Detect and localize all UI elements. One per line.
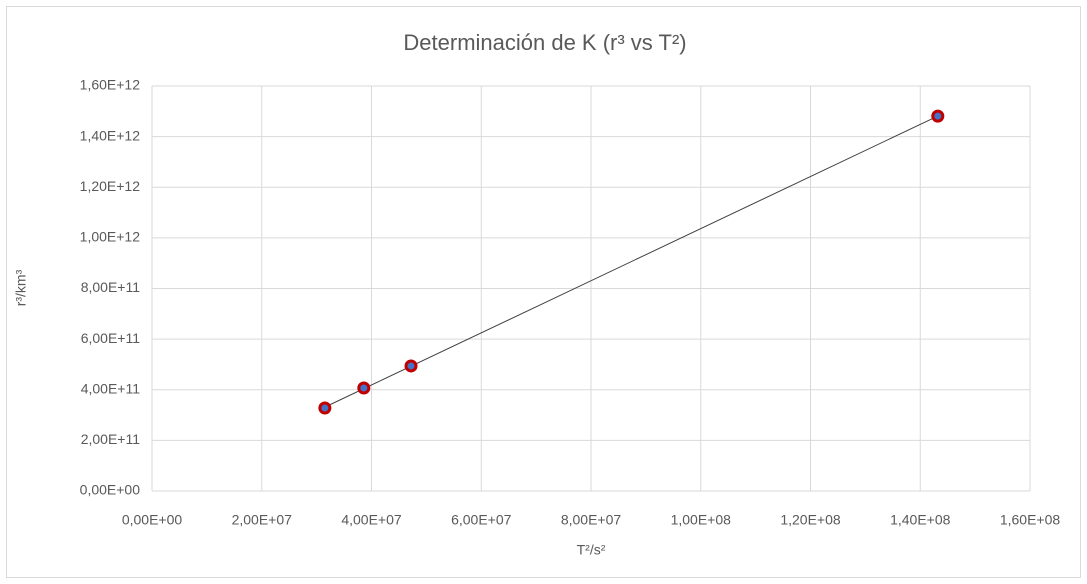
x-tick-label: 2,00E+07 — [232, 512, 293, 528]
y-axis-title: r³/km³ — [13, 269, 29, 306]
y-tick-label: 6,00E+11 — [81, 330, 141, 346]
chart-border — [6, 6, 1081, 578]
y-tick-label: 8,00E+11 — [81, 279, 141, 295]
x-tick-label: 6,00E+07 — [451, 512, 512, 528]
y-tick-label: 1,20E+12 — [80, 178, 141, 194]
data-point — [931, 109, 945, 123]
x-tick-label: 1,40E+08 — [890, 512, 951, 528]
data-point — [357, 381, 371, 395]
x-tick-label: 8,00E+07 — [561, 512, 622, 528]
y-tick-label: 2,00E+11 — [81, 431, 141, 447]
x-tick-label: 1,20E+08 — [780, 512, 841, 528]
x-tick-label: 1,00E+08 — [671, 512, 732, 528]
data-point — [318, 401, 332, 415]
x-tick-label: 1,60E+08 — [1000, 512, 1061, 528]
y-tick-label: 1,00E+12 — [80, 229, 141, 245]
x-tick-label: 4,00E+07 — [341, 512, 402, 528]
x-axis-title: T²/s² — [577, 542, 606, 558]
data-point — [404, 359, 418, 373]
y-tick-label: 1,40E+12 — [80, 127, 141, 143]
y-tick-label: 1,60E+12 — [80, 77, 141, 93]
chart-title: Determinación de K (r³ vs T²) — [403, 30, 686, 55]
y-tick-label: 0,00E+00 — [80, 482, 141, 498]
y-tick-label: 4,00E+11 — [81, 380, 141, 396]
trendline — [324, 115, 939, 408]
x-tick-label: 0,00E+00 — [122, 512, 183, 528]
